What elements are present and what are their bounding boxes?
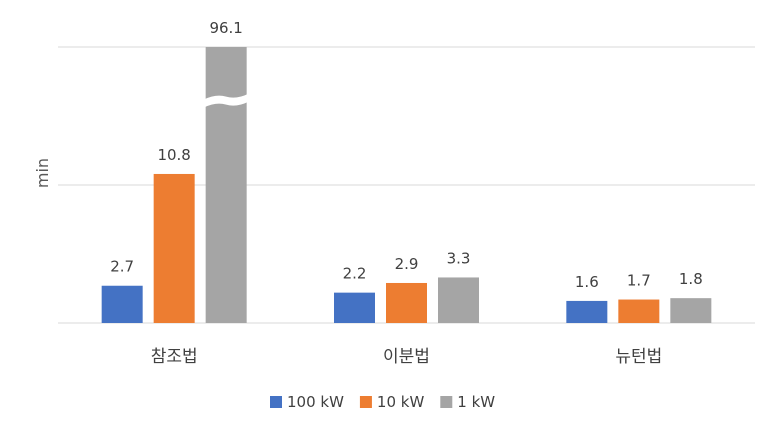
data-label: 1.8 [679,270,703,288]
bar-100kw-1 [334,292,375,323]
data-label: 1.7 [627,272,651,290]
x-tick-label: 참조법 [151,347,198,367]
legend-swatch [270,396,282,408]
bars [101,47,712,323]
legend-label: 1 kW [457,393,495,411]
data-label: 1.6 [575,273,599,291]
data-label: 2.2 [343,265,367,283]
bar-1kw-1 [438,277,479,323]
legend-label: 10 kW [377,393,425,411]
x-tick-label: 뉴턴법 [615,347,662,367]
axis-break-marker [203,93,249,108]
legend: 100 kW 10 kW 1 kW [270,393,495,411]
x-tick-label: 이분법 [383,347,430,367]
bar-1kw-0 [205,47,247,323]
legend-swatch [359,396,372,408]
legend-swatch [440,396,453,408]
y-axis-label: min [33,158,52,188]
bar-100kw-0 [101,285,143,323]
legend-label: 100 kW [287,393,344,411]
bar-10kw-1 [386,282,427,323]
bar-100kw-2 [566,300,608,323]
bar-1kw-2 [670,298,712,323]
data-label: 3.3 [447,249,471,267]
bar-10kw-0 [153,173,195,323]
data-label: 96.1 [209,19,242,37]
data-label: 10.8 [157,146,190,164]
data-label: 2.7 [110,258,134,276]
data-label: 2.9 [395,255,419,273]
x-tick-labels: 참조법 이분법 뉴턴법 [151,347,663,367]
data-labels: 2.7 10.8 96.1 2.2 2.9 3.3 1.6 1.7 1.8 [110,19,703,291]
bar-10kw-2 [618,299,660,323]
